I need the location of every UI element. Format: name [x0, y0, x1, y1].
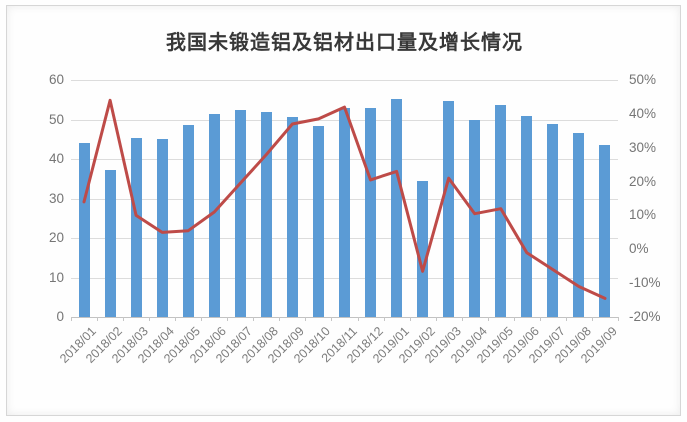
x-axis-tick [618, 317, 619, 321]
x-axis-tick [591, 317, 593, 321]
left-axis-tick-label: 20 [48, 230, 64, 245]
export-volume-bar [260, 111, 272, 317]
left-axis-tick-label: 40 [48, 151, 64, 166]
x-axis-tick [409, 317, 411, 321]
x-axis-tick [513, 317, 515, 321]
export-volume-bar [312, 125, 324, 317]
left-axis-tick-label: 50 [48, 111, 64, 127]
export-volume-bar [339, 108, 350, 317]
x-axis-tick [123, 317, 125, 321]
left-axis-tick-label: 60 [48, 72, 64, 87]
export-volume-bar [365, 107, 377, 317]
right-axis-tick-label: 0% [629, 241, 649, 257]
right-axis-tick-label: -20% [629, 309, 661, 324]
x-axis-tick [227, 317, 229, 321]
x-axis-tick [175, 317, 177, 321]
left-axis-tick-label: 30 [48, 190, 64, 206]
right-axis-tick-label: 30% [629, 139, 657, 155]
x-axis-tick [383, 317, 385, 321]
export-volume-bar [573, 132, 585, 317]
x-axis-tick [71, 317, 72, 321]
export-volume-bar [391, 99, 403, 317]
x-axis-tick [487, 317, 489, 321]
export-volume-bar [599, 144, 611, 317]
right-axis-tick-label: 50% [629, 72, 657, 87]
export-volume-bar [547, 123, 559, 317]
x-axis-tick [539, 317, 541, 321]
export-volume-bar [286, 116, 298, 317]
x-axis-tick [331, 317, 333, 321]
export-volume-bar [78, 143, 90, 317]
x-axis-tick [97, 317, 99, 321]
export-volume-bar [443, 100, 455, 317]
export-volume-bar [208, 114, 220, 317]
growth-rate-line [82, 98, 607, 300]
x-axis-tick [461, 317, 463, 321]
x-axis-tick [305, 317, 307, 321]
x-axis-tick [435, 317, 437, 321]
right-axis-tick-label: 40% [629, 105, 657, 121]
x-axis-tick [357, 317, 359, 321]
x-axis-tick [201, 317, 203, 321]
right-axis-tick-label: 20% [629, 173, 657, 189]
export-volume-bar [417, 181, 429, 317]
gridline [71, 80, 618, 81]
x-axis-tick [149, 317, 151, 321]
export-volume-bar [234, 110, 246, 317]
x-axis-tick [565, 317, 567, 321]
x-axis-baseline [71, 317, 618, 318]
x-axis-tick [279, 317, 281, 321]
growth-rate-polyline [82, 98, 607, 300]
plot-area [71, 80, 618, 318]
chart-title: 我国未锻造铝及铝材出口量及增长情况 [166, 32, 523, 54]
left-axis-tick-label: 10 [48, 269, 64, 285]
export-volume-bar [104, 170, 116, 317]
left-axis-tick-label: 0 [56, 309, 64, 324]
right-axis-tick-label: -10% [629, 275, 661, 291]
right-axis-tick-label: 10% [629, 207, 657, 223]
export-volume-bar [182, 125, 194, 317]
export-volume-bar [469, 120, 481, 317]
export-volume-bar [156, 138, 168, 317]
export-volume-bar [521, 115, 533, 317]
x-axis-tick [253, 317, 255, 321]
export-volume-bar [130, 137, 142, 317]
